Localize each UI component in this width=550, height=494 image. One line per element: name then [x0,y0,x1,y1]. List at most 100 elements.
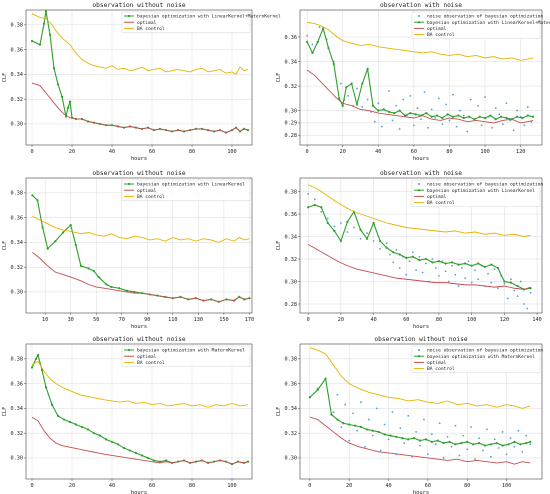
line-marker [110,440,114,443]
line-marker [448,440,451,443]
line-marker [401,437,404,440]
scatter-point [405,273,408,276]
line-marker [116,443,120,446]
series-ba-control-line [32,215,250,243]
scatter-point [415,431,417,433]
scatter-point [501,123,504,126]
scatter-point [447,280,450,283]
scatter-point [423,91,426,94]
legend-entry: bayesian optimization with MaternKernel [124,348,245,354]
scatter-point [438,274,440,277]
y-tick-label: 0.36 [11,215,24,221]
line-marker [473,118,476,121]
line-marker [128,449,132,452]
line-marker [336,418,339,421]
line-marker [80,425,84,429]
y-axis-label: CLF [2,73,8,83]
scatter-point [525,434,528,437]
x-axis-label: hours [413,324,429,330]
line-marker [450,261,454,264]
legend-label: optimal [427,26,447,32]
scatter-point [457,285,460,287]
line-marker [134,451,138,455]
line-marker [338,97,341,100]
scatter-point [395,249,398,251]
line-marker [104,438,108,441]
scatter-point [377,102,380,105]
scatter-point [416,107,419,110]
legend-label: BA control [137,26,165,32]
line-marker [501,444,504,447]
line-marker [467,115,471,118]
line-marker [92,269,95,272]
x-tick-label: 40 [375,149,381,155]
scatter-point [460,267,463,269]
scatter-point [521,450,524,453]
line-marker [519,443,522,446]
plot-area [30,10,250,134]
line-marker [457,263,460,266]
scatter-point [379,449,382,452]
legend: noise observation of bayesian optimizati… [411,345,543,373]
line-marker [495,441,498,445]
scatter-point [497,447,500,449]
line-marker [389,434,392,437]
scatter-point [412,124,415,127]
x-tick-label: 120 [516,149,525,155]
scatter-point [434,267,437,269]
legend-marker [417,21,421,24]
scatter-point [467,260,470,263]
line-marker [395,435,398,438]
x-tick-label: 110 [168,317,177,323]
scatter-point [523,303,525,305]
line-marker [387,110,391,113]
scatter-point [364,445,366,448]
line-marker [403,114,407,117]
x-tick-label: 20 [69,483,75,489]
line-marker [359,228,362,231]
line-marker [42,22,46,25]
line-marker [457,114,460,117]
line-marker [441,116,444,120]
line-marker [79,264,83,268]
line-marker [413,437,416,440]
series-optimal-line [32,251,250,303]
scatter-point [389,253,391,256]
line-marker [371,104,375,107]
scatter-point [516,109,518,112]
legend-label: optimal [427,360,447,366]
line-marker [411,255,414,258]
x-axis-label: hours [131,156,147,162]
scatter-point [477,104,479,107]
line-marker [513,440,516,443]
line-marker [435,114,439,117]
series-bayesian-optimization-with-maternkernel-markers [30,354,250,466]
scatter-point [491,126,494,129]
line-marker [371,429,374,432]
x-tick-label: 170 [245,317,254,323]
legend-label: BA control [137,194,165,200]
legend-entry: optimal [124,354,157,360]
legend-entry: noise observation of bayesian optimizati… [418,182,543,188]
scatter-point [501,431,504,433]
chart-title: observation without noise [374,336,467,343]
legend-label: bayesian optimization with LinearKernel [427,188,535,194]
x-tick-label: 40 [109,149,115,155]
line-marker [307,206,310,209]
line-marker [462,116,465,120]
plot-area [31,194,251,303]
line-marker [418,259,421,262]
legend-label: optimal [137,188,157,194]
line-marker [382,108,385,111]
line-marker [446,113,449,116]
line-marker [529,440,532,443]
x-tick-label: 60 [149,149,155,155]
scatter-point [385,242,388,245]
legend-label: noise observation of bayesian optimizati… [427,348,543,354]
line-marker [532,115,535,118]
legend-entry: BA control [124,360,165,366]
scatter-point [356,87,358,90]
scatter-point [446,435,449,438]
legend-entry: optimal [414,360,447,366]
line-marker [405,256,408,259]
